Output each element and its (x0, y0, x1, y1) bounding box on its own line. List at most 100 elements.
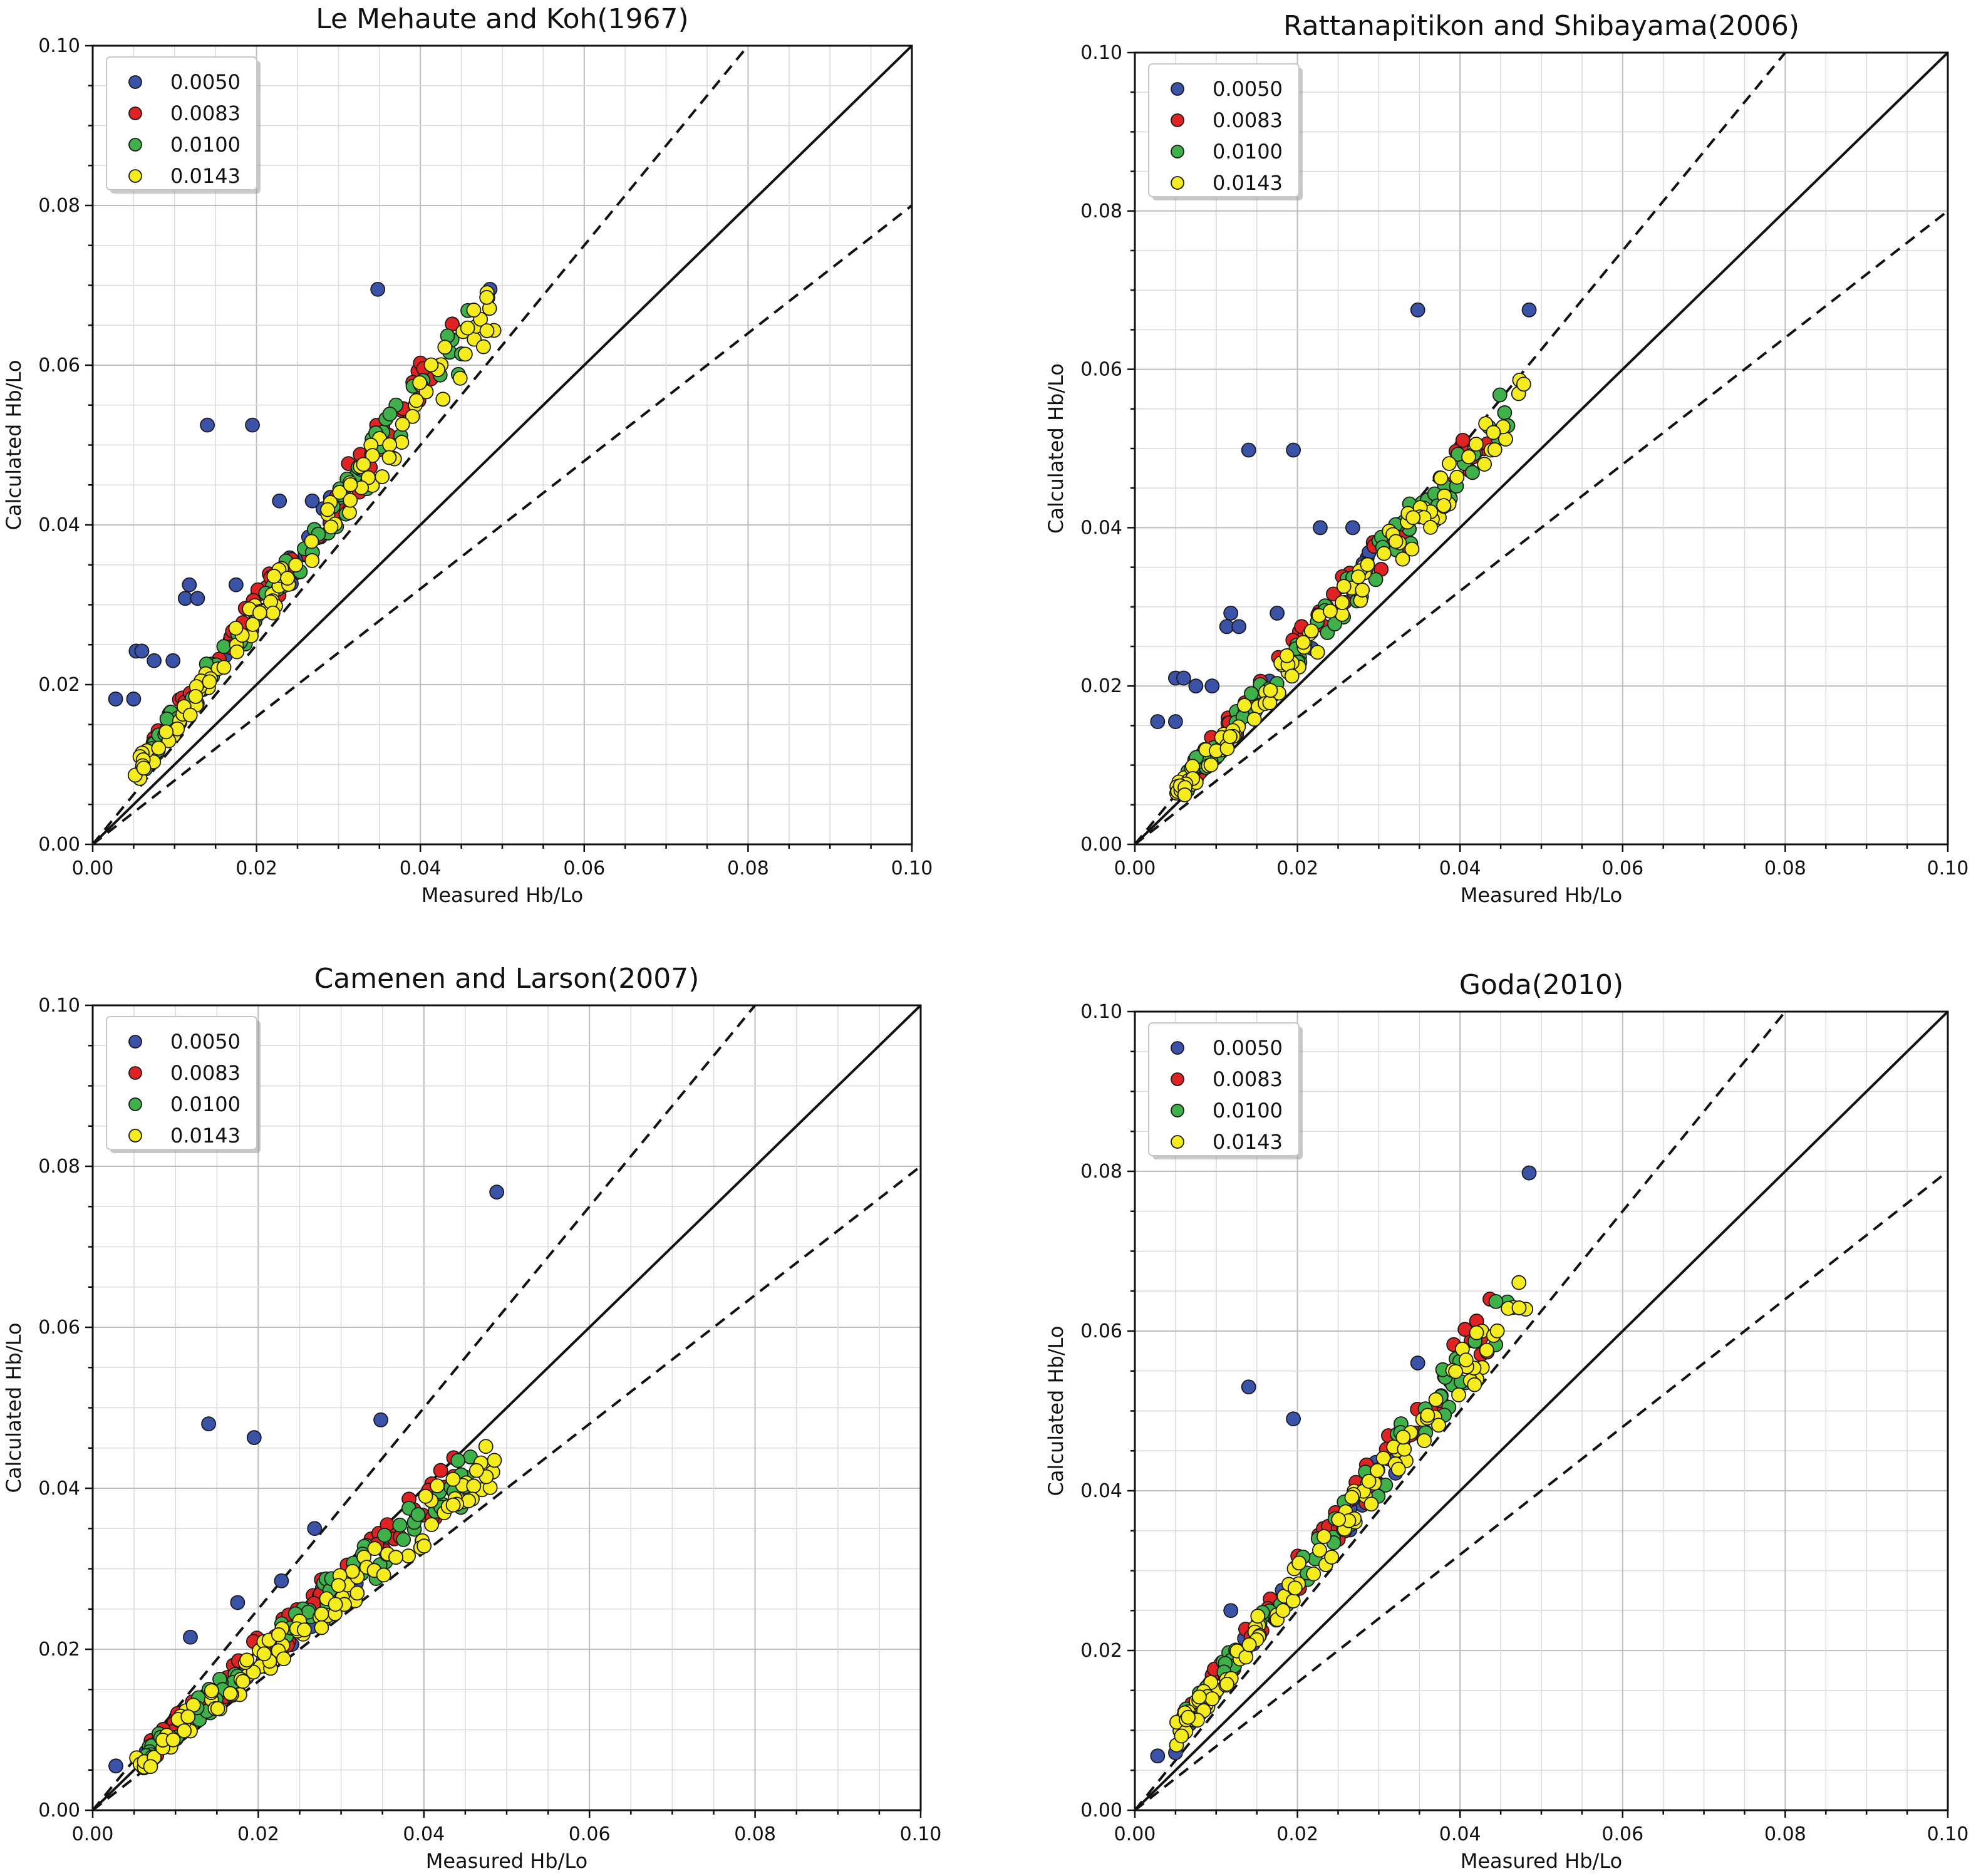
data-points (1150, 1165, 1537, 1764)
legend-label: 0.0050 (1213, 1036, 1283, 1060)
y-tick-label: 0.08 (38, 1156, 80, 1178)
plus-minus-20pct-line (93, 204, 912, 844)
point-series-0.0143 (381, 450, 397, 465)
point-series-0.0100 (377, 1528, 392, 1543)
legend-marker-0.0143 (1171, 176, 1184, 190)
legend-label: 0.0100 (170, 1092, 241, 1116)
y-tick-label: 0.06 (1080, 359, 1122, 381)
point-series-0.0143 (1350, 569, 1366, 584)
legend-marker-0.0100 (128, 1097, 142, 1111)
x-tick-label: 0.10 (900, 1823, 942, 1845)
point-series-0.0050 (1223, 1603, 1239, 1619)
legend-label: 0.0083 (170, 101, 241, 125)
legend-marker-0.0083 (1171, 1072, 1184, 1086)
point-series-0.0143 (202, 674, 217, 690)
x-axis-label: Measured Hb/Lo (426, 1849, 587, 1873)
point-series-0.0143 (1516, 376, 1531, 392)
point-series-0.0143 (445, 1497, 461, 1513)
point-series-0.0143 (266, 569, 282, 584)
point-series-0.0143 (478, 1439, 494, 1454)
point-series-0.0143 (143, 1759, 158, 1775)
point-series-0.0050 (147, 653, 162, 668)
y-tick-label: 0.04 (1080, 517, 1122, 539)
point-series-0.0143 (1458, 1352, 1474, 1368)
point-series-0.0143 (1404, 541, 1420, 557)
point-series-0.0143 (314, 1620, 329, 1635)
point-series-0.0143 (437, 339, 453, 355)
plus-minus-20pct-line (93, 1005, 757, 1810)
point-series-0.0143 (323, 519, 339, 535)
point-series-0.0143 (1388, 534, 1404, 549)
point-series-0.0143 (1219, 1676, 1234, 1692)
point-series-0.0050 (108, 692, 123, 707)
y-tick-label: 0.10 (1080, 42, 1122, 64)
x-tick-label: 0.08 (734, 1823, 776, 1845)
point-series-0.0050 (126, 692, 142, 707)
point-series-0.0143 (182, 707, 198, 723)
point-series-0.0143 (228, 620, 244, 636)
legend-marker-0.0143 (128, 169, 142, 183)
point-series-0.0143 (1285, 1594, 1301, 1609)
legend-marker-0.0050 (128, 75, 142, 89)
point-series-0.0050 (1345, 520, 1360, 536)
y-tick-label: 0.06 (1080, 1320, 1122, 1342)
legend-label: 0.0100 (1213, 1099, 1283, 1122)
legend-marker-0.0050 (1171, 82, 1184, 96)
point-series-0.0100 (410, 1507, 426, 1522)
data-points (108, 281, 502, 786)
point-series-0.0143 (296, 1622, 312, 1637)
x-tick-label: 0.02 (235, 858, 277, 879)
point-series-0.0143 (1344, 1490, 1360, 1505)
y-tick-label: 0.06 (38, 355, 80, 376)
legend-marker-0.0083 (1171, 113, 1184, 127)
point-series-0.0143 (416, 1538, 432, 1554)
point-series-0.0143 (177, 1723, 192, 1739)
point-series-0.0100 (216, 639, 232, 655)
point-series-0.0143 (1498, 432, 1513, 447)
x-tick-label: 0.04 (403, 1823, 445, 1845)
x-tick-label: 0.04 (1439, 858, 1481, 879)
point-series-0.0143 (1436, 498, 1452, 514)
point-series-0.0143 (1431, 1417, 1446, 1433)
point-series-0.0143 (1241, 1637, 1257, 1652)
point-series-0.0050 (1410, 302, 1425, 318)
y-tick-label: 0.02 (38, 674, 80, 696)
point-series-0.0143 (1448, 1364, 1464, 1379)
point-series-0.0143 (265, 605, 281, 621)
point-series-0.0050 (230, 1595, 246, 1610)
legend-box (106, 1016, 257, 1150)
x-tick-label: 0.00 (72, 1823, 114, 1845)
point-series-0.0143 (1331, 1511, 1347, 1527)
one-to-one-line (1135, 53, 1948, 844)
point-series-0.0143 (239, 1652, 255, 1668)
x-tick-label: 0.06 (569, 1823, 611, 1845)
legend: 0.0050 0.0083 0.0100 0.0143 (1148, 63, 1303, 200)
legend: 0.0050 0.0083 0.0100 0.0143 (1148, 1022, 1303, 1159)
point-series-0.0143 (344, 1563, 360, 1579)
point-series-0.0143 (1303, 623, 1319, 639)
point-series-0.0083 (1325, 586, 1341, 602)
point-series-0.0143 (343, 477, 358, 492)
reference-lines (1135, 1012, 1948, 1810)
point-series-0.0143 (314, 1606, 329, 1622)
point-series-0.0050 (1176, 670, 1191, 686)
grid (93, 1005, 921, 1810)
x-tick-label: 0.00 (72, 858, 114, 879)
point-series-0.0100 (450, 1453, 466, 1468)
point-series-0.0143 (1375, 1451, 1391, 1466)
legend-label: 0.0050 (1213, 77, 1283, 101)
point-series-0.0143 (1262, 695, 1278, 710)
point-series-0.0143 (276, 1651, 291, 1667)
point-series-0.0143 (1376, 546, 1392, 561)
chart-title: Camenen and Larson(2007) (314, 963, 700, 995)
data-points (1150, 302, 1537, 802)
point-series-0.0050 (200, 417, 215, 433)
x-tick-label: 0.10 (891, 858, 933, 879)
scatter-panel-3: 0.00 0.02 0.04 0.06 0.08 0.10 0.00 0.02 0.04 0.06… (2, 963, 942, 1873)
point-series-0.0050 (183, 1629, 198, 1645)
point-series-0.0143 (457, 346, 473, 362)
point-series-0.0143 (356, 457, 371, 472)
point-series-0.0143 (245, 617, 261, 632)
point-series-0.0143 (216, 660, 232, 675)
legend: 0.0050 0.0083 0.0100 0.0143 (106, 56, 261, 194)
